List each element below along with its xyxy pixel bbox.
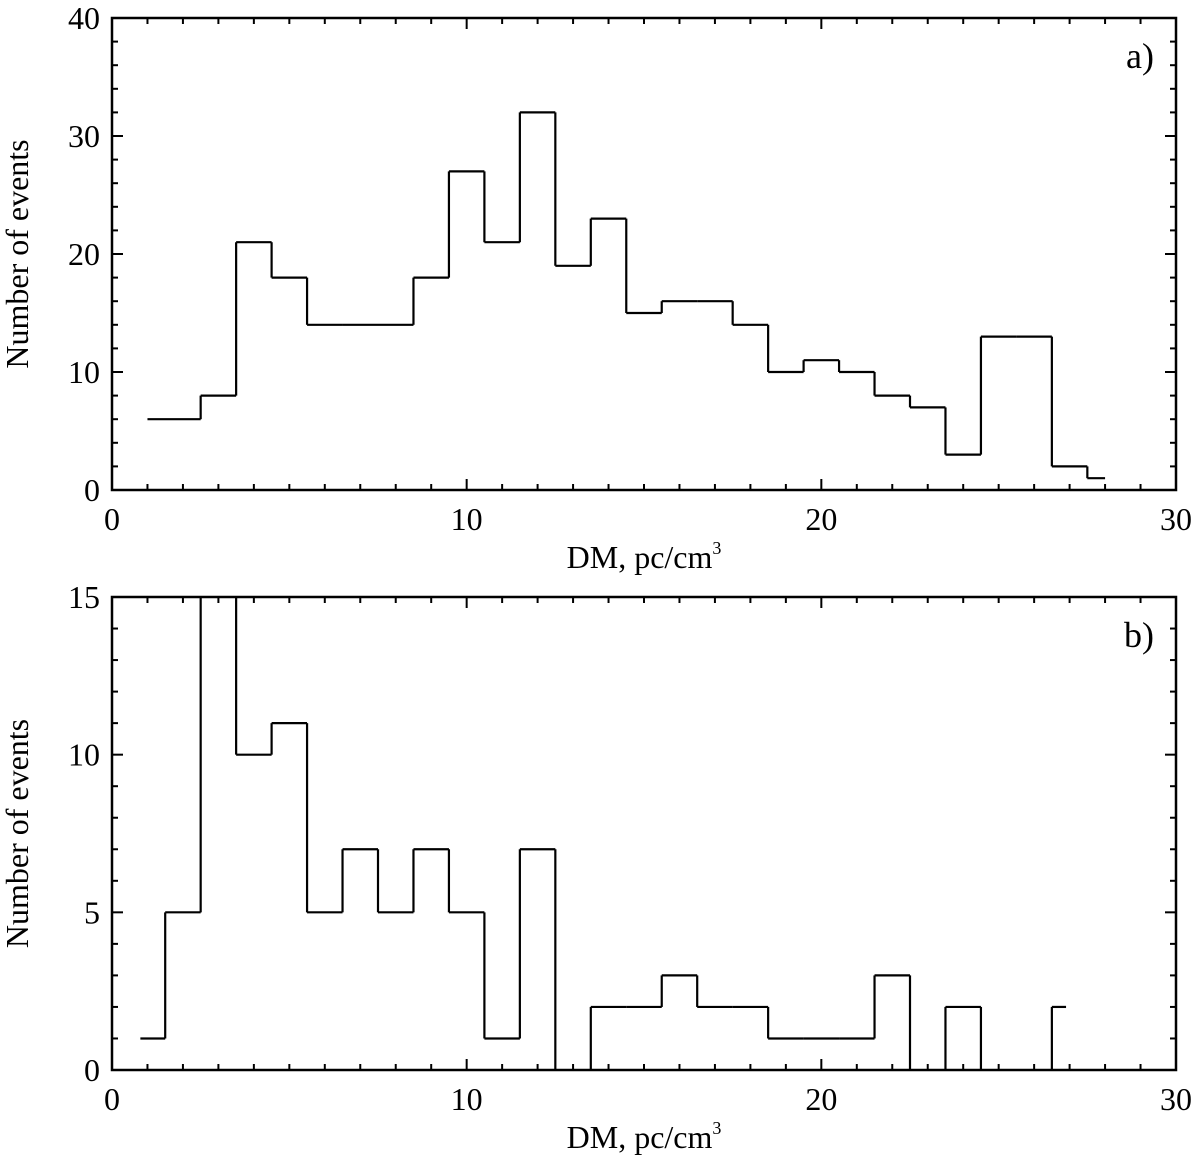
x-axis-label: DM, pc/cm3 <box>567 1118 722 1155</box>
y-axis-label: Number of events <box>0 139 35 368</box>
x-tick-label: 30 <box>1160 501 1192 537</box>
y-tick-label: 0 <box>84 1052 100 1088</box>
y-tick-label: 30 <box>68 118 100 154</box>
x-tick-label: 20 <box>805 1081 837 1117</box>
x-tick-label: 0 <box>104 1081 120 1117</box>
y-tick-label: 15 <box>68 579 100 615</box>
x-tick-label: 20 <box>805 501 837 537</box>
x-tick-label: 10 <box>451 1081 483 1117</box>
x-axis-label-text: DM, pc/cm <box>567 1119 713 1155</box>
plot-frame <box>110 595 1178 1072</box>
y-tick-label: 10 <box>68 354 100 390</box>
x-axis-label-text: DM, pc/cm <box>567 539 713 575</box>
x-tick-label: 0 <box>104 501 120 537</box>
x-tick-label: 10 <box>451 501 483 537</box>
panel-b: 0 10 20 30 0 5 10 15 DM, pc/cm3 Number of events b… <box>0 579 1192 1155</box>
y-tick-label: 10 <box>68 737 100 773</box>
x-tick-label: 30 <box>1160 1081 1192 1117</box>
panel-a: 0 10 20 30 0 10 20 30 40 DM, pc/cm3 Number of even… <box>0 0 1192 575</box>
y-tick-label: 20 <box>68 236 100 272</box>
y-tick-label: 40 <box>68 0 100 36</box>
panel-label: a) <box>1126 36 1154 76</box>
x-axis-label-superscript: 3 <box>712 1118 721 1138</box>
y-tick-label: 5 <box>84 894 100 930</box>
x-axis-label: DM, pc/cm3 <box>567 538 722 575</box>
y-tick-label: 0 <box>84 472 100 508</box>
panel-label: b) <box>1124 615 1154 655</box>
x-axis-label-superscript: 3 <box>712 538 721 558</box>
y-axis-label: Number of events <box>0 719 35 948</box>
